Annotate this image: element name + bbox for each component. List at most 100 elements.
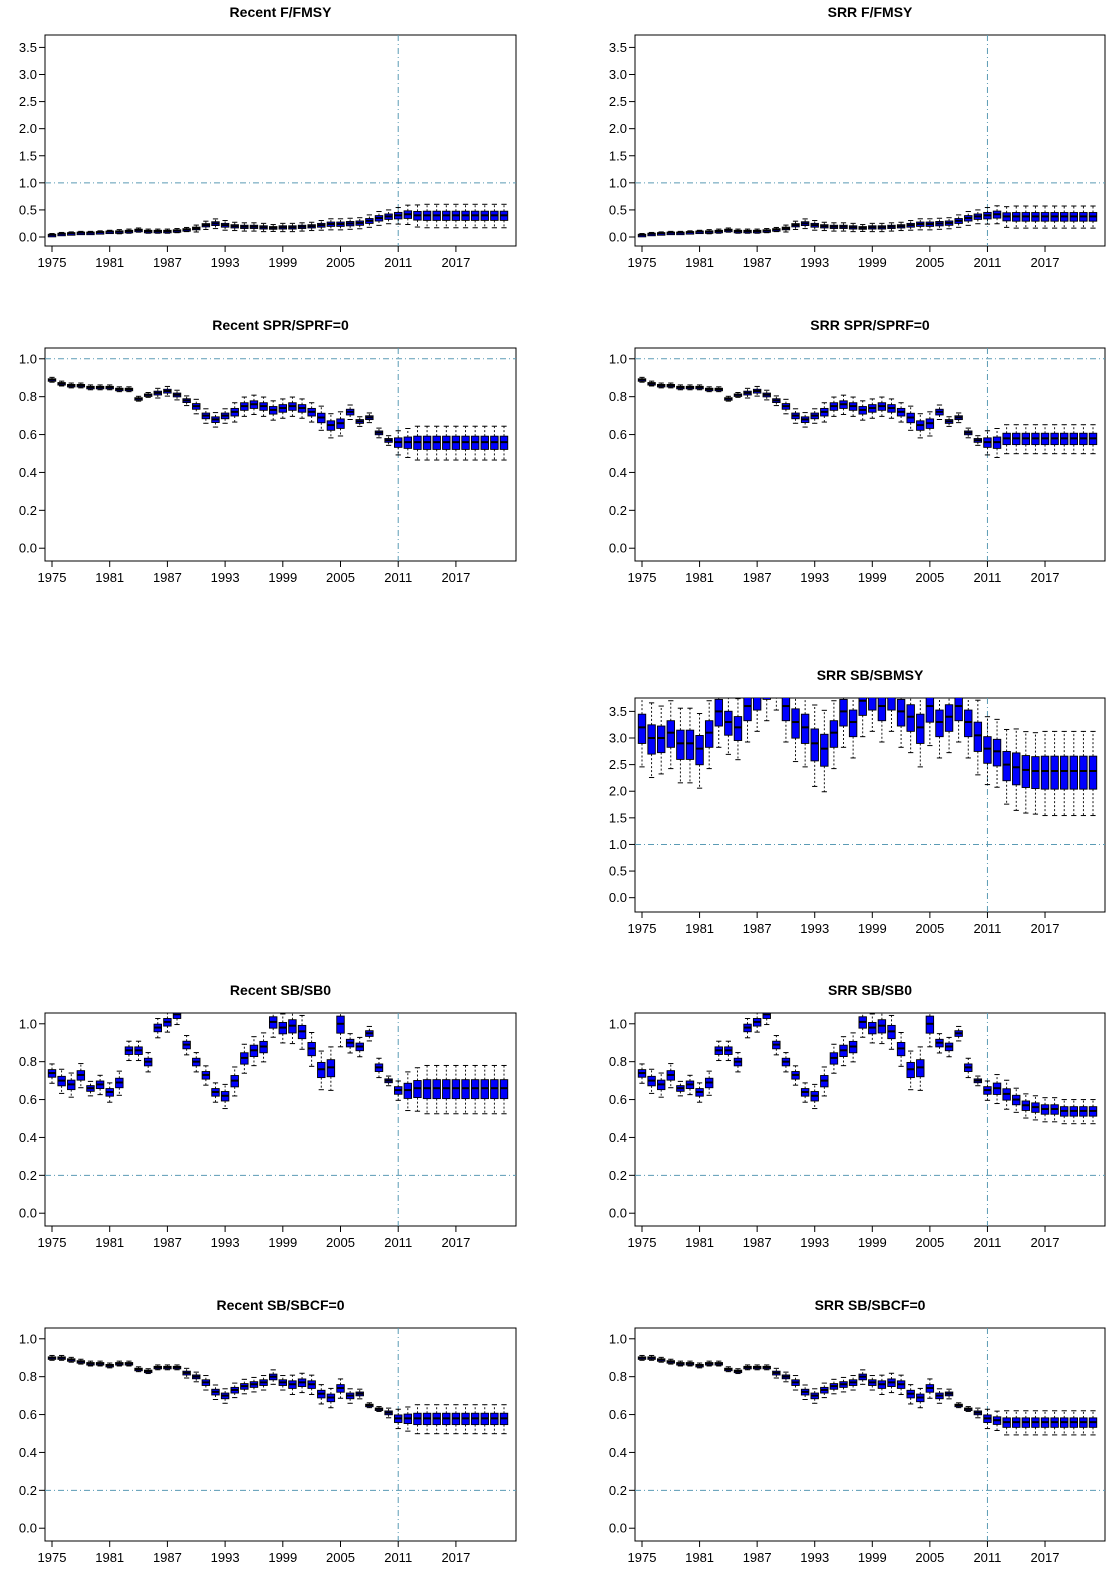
box-2009 <box>374 427 384 439</box>
panel-recent-sb-sb0: Recent SB/SB0 0.0 0.2 0.4 0.6 0.8 1.0 1975 1981 1… <box>19 982 517 1250</box>
box-1992 <box>800 698 810 768</box>
box-2014 <box>1012 424 1021 455</box>
box-1993 <box>810 704 819 787</box>
y-tick-label: 0.2 <box>609 503 627 518</box>
y-tick-label: 1.0 <box>19 175 37 190</box>
box-body <box>781 698 791 722</box>
box-2008 <box>365 1402 374 1409</box>
box-2010 <box>973 1407 983 1419</box>
y-tick-label: 0.6 <box>609 427 627 442</box>
box-1983 <box>124 228 134 234</box>
box-1998 <box>858 1013 867 1038</box>
box-2013 <box>413 1067 422 1112</box>
box-2016 <box>442 1064 451 1115</box>
box-1988 <box>762 1364 771 1371</box>
box-1976 <box>647 1354 656 1361</box>
box-body <box>1079 755 1088 790</box>
box-2011 <box>394 1408 403 1430</box>
y-tick-label: 0.0 <box>19 541 37 556</box>
box-1985 <box>733 698 743 761</box>
y-tick-label: 0.2 <box>19 503 37 518</box>
box-1979 <box>86 384 95 391</box>
box-1996 <box>249 1376 259 1393</box>
box-1983 <box>714 386 723 393</box>
box-body <box>791 708 800 739</box>
box-1983 <box>714 228 723 234</box>
y-tick-label: 2.5 <box>609 757 627 772</box>
box-2021 <box>490 1404 499 1435</box>
box-1990 <box>781 224 791 233</box>
box-1995 <box>829 396 839 417</box>
box-1981 <box>695 1082 704 1103</box>
x-tick-label: 1975 <box>38 570 67 585</box>
box-1986 <box>743 228 752 234</box>
box-2018 <box>461 1404 470 1435</box>
box-1989 <box>772 1367 781 1379</box>
y-tick-label: 1.0 <box>609 1016 627 1031</box>
chart-title: Recent F/FMSY <box>230 4 333 20</box>
box-1994 <box>820 221 829 232</box>
box-1978 <box>666 700 675 770</box>
box-1979 <box>86 1360 95 1367</box>
y-tick-label: 0.0 <box>19 230 37 245</box>
box-body <box>752 698 762 711</box>
box-1987 <box>752 385 762 397</box>
box-body <box>820 733 829 767</box>
x-tick-label: 1993 <box>800 921 829 936</box>
x-tick-label: 2017 <box>441 255 470 270</box>
x-tick-label: 1987 <box>743 921 772 936</box>
box-1986 <box>743 1017 752 1039</box>
box-2005 <box>336 1013 345 1048</box>
x-tick-label: 1999 <box>858 1550 887 1565</box>
box-1983 <box>714 698 723 748</box>
box-1978 <box>666 382 675 389</box>
box-1977 <box>656 1072 666 1098</box>
box-2004 <box>916 698 925 768</box>
box-2004 <box>916 1046 925 1091</box>
x-tick-label: 2017 <box>1031 570 1060 585</box>
box-body <box>925 698 935 723</box>
y-tick-label: 0.4 <box>609 1445 627 1460</box>
box-2019 <box>1060 424 1069 455</box>
box-1982 <box>115 1070 124 1096</box>
box-2001 <box>297 1014 307 1050</box>
y-tick-label: 1.0 <box>19 351 37 366</box>
box-2004 <box>916 218 925 231</box>
box-2010 <box>973 209 983 225</box>
box-2000 <box>288 396 297 417</box>
box-1982 <box>115 1360 124 1367</box>
chart-title: SRR SB/SBMSY <box>817 667 924 683</box>
box-2014 <box>422 1404 432 1435</box>
box-1994 <box>230 402 239 423</box>
box-2020 <box>480 425 489 461</box>
x-tick-label: 2011 <box>384 1235 412 1250</box>
x-tick-label: 2011 <box>384 570 412 585</box>
box-2019 <box>1060 1410 1069 1436</box>
box-body <box>1021 755 1031 788</box>
box-1993 <box>810 220 819 231</box>
box-2005 <box>925 218 935 231</box>
box-2000 <box>877 222 887 233</box>
box-1992 <box>211 412 220 428</box>
box-2021 <box>490 1064 499 1115</box>
box-1980 <box>685 230 695 235</box>
box-1987 <box>163 1364 172 1371</box>
box-1988 <box>762 228 771 234</box>
y-tick-label: 0.4 <box>609 1130 627 1145</box>
x-tick-label: 1981 <box>95 255 124 270</box>
box-body <box>983 736 992 764</box>
x-tick-label: 2005 <box>326 1235 355 1250</box>
box-2009 <box>374 1057 384 1079</box>
box-2022 <box>1088 730 1098 817</box>
box-1986 <box>743 1364 752 1371</box>
box-1994 <box>820 1382 829 1399</box>
x-tick-label: 1987 <box>153 1235 182 1250</box>
box-1985 <box>143 228 153 234</box>
box-1977 <box>656 1356 666 1363</box>
box-1986 <box>153 387 162 399</box>
box-1992 <box>211 1384 220 1400</box>
y-tick-label: 0.0 <box>19 1521 37 1536</box>
box-1982 <box>704 1070 714 1096</box>
box-1978 <box>76 382 86 389</box>
box-2017 <box>1040 1097 1050 1123</box>
